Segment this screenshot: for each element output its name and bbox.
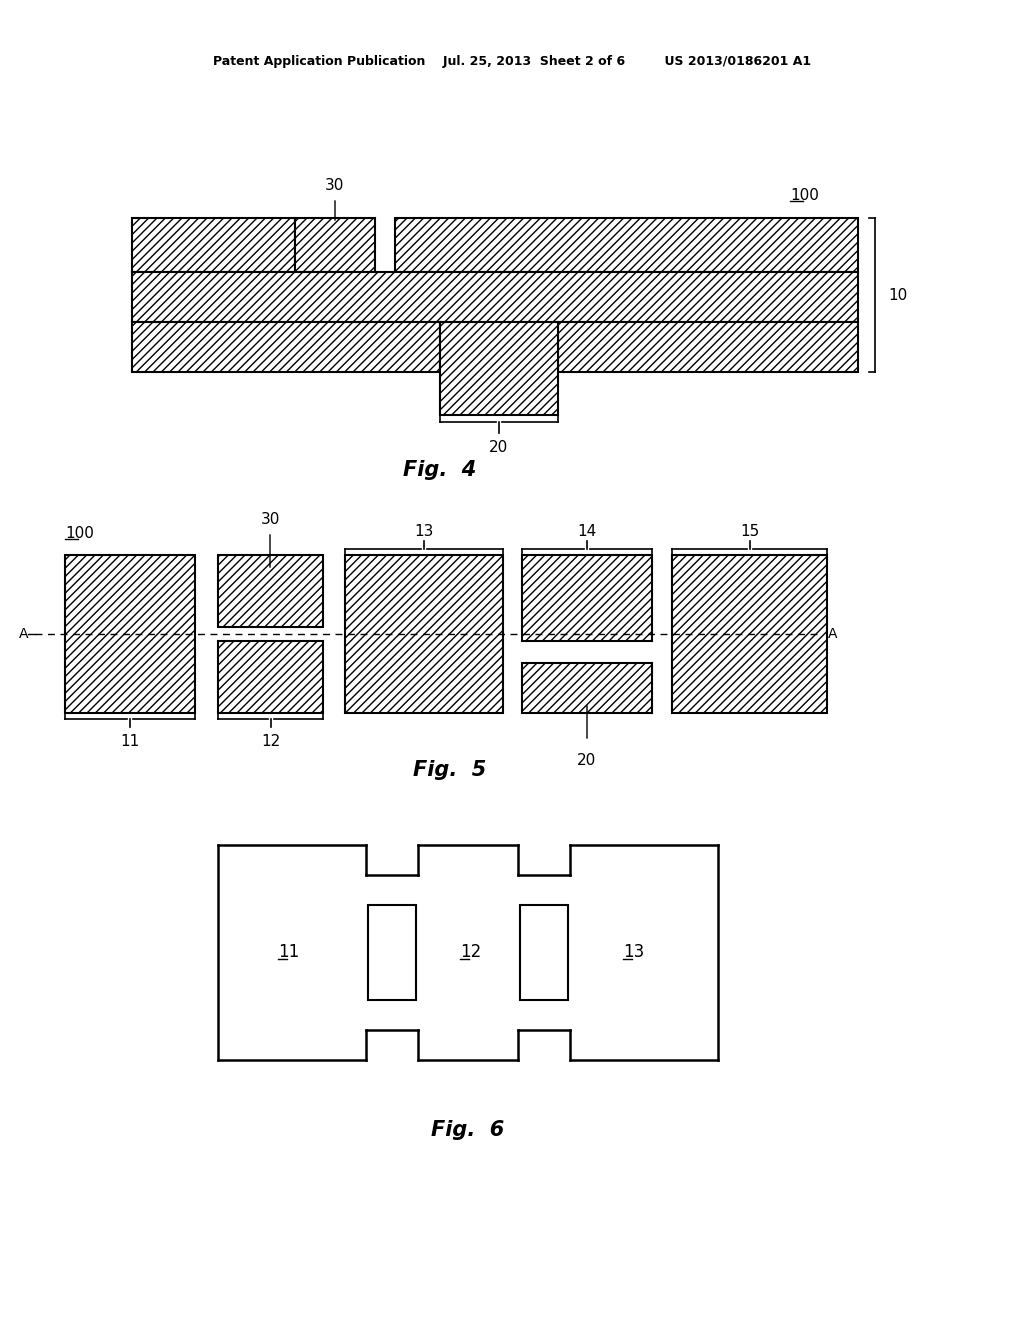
Bar — [520, 906, 568, 1001]
Bar — [345, 554, 503, 713]
Text: Fig.  4: Fig. 4 — [403, 459, 476, 480]
Text: Fig.  6: Fig. 6 — [431, 1119, 505, 1140]
Text: 30: 30 — [326, 178, 345, 193]
Text: Patent Application Publication    Jul. 25, 2013  Sheet 2 of 6         US 2013/01: Patent Application Publication Jul. 25, … — [213, 55, 811, 69]
Text: 11: 11 — [121, 734, 139, 748]
Text: 100: 100 — [65, 525, 94, 540]
Bar — [368, 906, 416, 1001]
Text: 13: 13 — [415, 524, 434, 539]
Bar — [295, 218, 375, 272]
Bar — [132, 218, 295, 272]
Text: A: A — [828, 627, 838, 642]
Text: A: A — [18, 627, 28, 642]
Text: 30: 30 — [260, 512, 280, 527]
Bar — [522, 663, 652, 713]
Bar — [218, 554, 323, 627]
Text: 20: 20 — [578, 752, 597, 768]
Bar — [218, 642, 323, 713]
Bar — [672, 554, 827, 713]
Text: 12: 12 — [261, 734, 281, 748]
Text: 13: 13 — [623, 942, 644, 961]
Bar — [440, 322, 558, 414]
Bar — [132, 322, 440, 372]
Text: 11: 11 — [278, 942, 299, 961]
Text: 10: 10 — [888, 288, 907, 302]
Text: 12: 12 — [460, 942, 481, 961]
Bar — [522, 554, 652, 642]
Text: 15: 15 — [740, 524, 759, 539]
Text: 14: 14 — [578, 524, 597, 539]
Bar — [132, 272, 858, 322]
Bar — [395, 218, 858, 272]
Text: 20: 20 — [489, 440, 509, 454]
Text: Fig.  5: Fig. 5 — [414, 760, 486, 780]
Bar — [65, 554, 195, 713]
Text: 100: 100 — [790, 187, 819, 202]
Bar — [558, 322, 858, 372]
